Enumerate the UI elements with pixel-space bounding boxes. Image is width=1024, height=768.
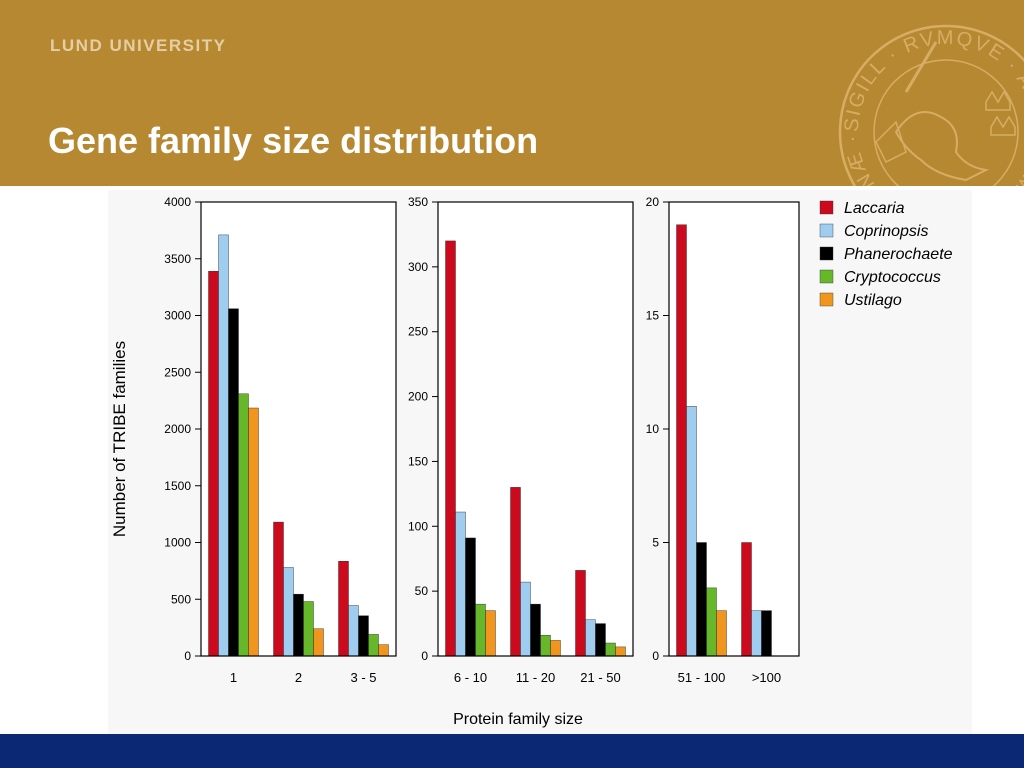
- plot-frame: [200, 201, 397, 657]
- bar-laccaria-2-3: [575, 570, 586, 657]
- y-tick-label: 2000: [164, 422, 191, 436]
- y-tick-label: 3500: [164, 252, 191, 266]
- bar-ustilago-1-2: [313, 628, 324, 657]
- bar-cryptococcus-1-1: [238, 393, 249, 657]
- bar-laccaria-3-2: [741, 542, 752, 657]
- plot-frame: [668, 201, 800, 657]
- y-tick-label: 50: [415, 584, 429, 598]
- y-tick-label: 0: [184, 649, 191, 663]
- bar-ustilago-3-1: [716, 610, 727, 657]
- y-tick-label: 250: [408, 325, 428, 339]
- y-tick-label: 300: [408, 260, 428, 274]
- legend-swatch-laccaria: [819, 200, 834, 215]
- bar-cryptococcus-2-2: [540, 635, 551, 657]
- x-tick-label: 1: [230, 670, 237, 685]
- slide-header: LUND UNIVERSITY Gene family size distrib…: [0, 0, 1024, 186]
- bar-cryptococcus-1-2: [303, 601, 314, 657]
- bar-coprinopsis-3-2: [751, 610, 762, 657]
- y-tick-label: 0: [421, 649, 428, 663]
- y-tick-label: 5: [652, 536, 659, 550]
- bar-coprinopsis-2-1: [455, 511, 466, 657]
- y-tick-label: 500: [171, 592, 191, 606]
- chart-panel-2: 0 50 100 150 200 250 300 350 6 - 10 11 - 20 21 - 5…: [408, 195, 634, 685]
- bar-ustilago-1-3: [378, 644, 389, 657]
- bar-phanerochaete-1-3: [358, 615, 369, 657]
- bar-laccaria-1-2: [273, 521, 284, 657]
- bar-laccaria-2-2: [510, 487, 521, 657]
- x-tick-label: 2: [295, 670, 302, 685]
- legend-swatch-phanerochaete: [819, 246, 834, 261]
- x-tick-label: 11 - 20: [516, 670, 556, 685]
- bar-laccaria-2-1: [445, 240, 456, 657]
- legend-label-laccaria: Laccaria: [844, 200, 905, 217]
- bar-ustilago-2-1: [485, 610, 496, 657]
- legend-label-coprinopsis: Coprinopsis: [844, 223, 928, 240]
- y-tick-label: 150: [408, 454, 428, 468]
- y-tick-label: 200: [408, 390, 428, 404]
- bar-phanerochaete-3-1: [696, 542, 707, 657]
- bar-phanerochaete-3-2: [761, 610, 772, 657]
- bar-ustilago-1-1: [248, 407, 259, 657]
- bar-coprinopsis-2-2: [520, 581, 531, 657]
- bar-laccaria-3-1: [676, 224, 687, 657]
- bar-coprinopsis-1-3: [348, 605, 359, 657]
- legend-swatch-coprinopsis: [819, 223, 834, 238]
- y-tick-label: 100: [408, 519, 428, 533]
- y-tick-label: 350: [408, 195, 428, 209]
- bar-laccaria-1-1: [208, 271, 219, 657]
- x-tick-label: 3 - 5: [350, 670, 376, 685]
- bar-phanerochaete-2-1: [465, 537, 476, 657]
- seal-inscription: SIGILL · RVMQVE · AD VTRVMQVE · CAROLINÆ…: [836, 22, 1024, 186]
- bar-cryptococcus-2-1: [475, 603, 486, 657]
- y-axis-label: Number of TRIBE families: [110, 341, 129, 537]
- legend-label-cryptococcus: Cryptococcus: [844, 269, 941, 286]
- x-axis-label: Protein family size: [453, 711, 583, 728]
- lund-university-seal-icon: SIGILL · RVMQVE · AD VTRVMQVE · CAROLINÆ…: [836, 22, 1024, 186]
- slide-footer: [0, 734, 1024, 768]
- bar-phanerochaete-2-3: [595, 623, 606, 657]
- y-tick-label: 1500: [164, 479, 191, 493]
- legend-swatch-ustilago: [819, 292, 834, 307]
- bar-coprinopsis-1-2: [283, 567, 294, 657]
- y-tick-label: 10: [646, 422, 660, 436]
- bar-ustilago-2-3: [615, 646, 626, 657]
- y-tick-label: 0: [652, 649, 659, 663]
- x-tick-label: 51 - 100: [678, 670, 726, 685]
- plot-frame: [437, 201, 634, 657]
- bar-cryptococcus-2-3: [605, 642, 616, 657]
- bar-cryptococcus-3-1: [706, 587, 717, 657]
- y-tick-label: 3000: [164, 309, 191, 323]
- bar-laccaria-1-3: [338, 561, 349, 657]
- x-tick-label: 6 - 10: [454, 670, 487, 685]
- svg-text:SIGILL · RVMQVE · AD VTRVMQVE: SIGILL · RVMQVE · AD VTRVMQVE · CAROLINÆ…: [836, 22, 1024, 186]
- chart-panel-3: 0 5 10 15 20 51 - 100 >100: [646, 195, 800, 685]
- x-tick-label: 21 - 50: [580, 670, 620, 685]
- y-tick-label: 4000: [164, 195, 191, 209]
- chart-panel-1: 0 500 1000 1500 2000 2500 3000 3500 4000 1 2 3 - 5: [164, 195, 397, 685]
- legend-swatch-cryptococcus: [819, 269, 834, 284]
- bar-phanerochaete-2-2: [530, 603, 541, 657]
- bar-phanerochaete-1-2: [293, 593, 304, 657]
- y-tick-label: 2500: [164, 365, 191, 379]
- legend-label-ustilago: Ustilago: [844, 292, 902, 309]
- bar-cryptococcus-1-3: [368, 634, 379, 657]
- bar-coprinopsis-3-1: [686, 406, 697, 657]
- y-tick-label: 1000: [164, 536, 191, 550]
- legend: Laccaria Coprinopsis Phanerochaete Cryptoco…: [819, 200, 953, 309]
- brand-name: LUND UNIVERSITY: [50, 36, 227, 55]
- y-tick-label: 15: [646, 309, 660, 323]
- bar-coprinopsis-2-3: [585, 619, 596, 657]
- bar-coprinopsis-1-1: [218, 234, 229, 657]
- x-tick-label: >100: [752, 670, 781, 685]
- y-tick-label: 20: [646, 195, 660, 209]
- legend-label-phanerochaete: Phanerochaete: [844, 246, 953, 263]
- bar-ustilago-2-2: [550, 640, 561, 657]
- slide-title: Gene family size distribution: [48, 120, 539, 161]
- bar-phanerochaete-1-1: [228, 308, 239, 657]
